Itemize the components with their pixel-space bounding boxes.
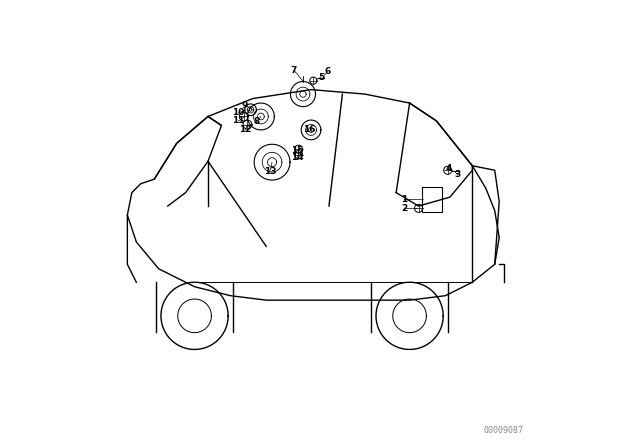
Text: 11: 11 — [232, 116, 244, 125]
Text: 00009087: 00009087 — [484, 426, 524, 435]
Text: 16: 16 — [303, 125, 316, 134]
Text: 4: 4 — [445, 164, 452, 172]
Text: 6: 6 — [324, 67, 330, 76]
Text: 2: 2 — [401, 204, 407, 213]
Text: 10: 10 — [232, 108, 244, 117]
Text: 7: 7 — [291, 66, 297, 75]
Text: 9: 9 — [242, 101, 248, 110]
Text: 3: 3 — [454, 170, 461, 179]
Text: 1: 1 — [401, 195, 407, 204]
Text: 13: 13 — [264, 167, 276, 176]
Text: 15: 15 — [291, 146, 304, 155]
Text: 12: 12 — [239, 125, 252, 134]
Text: 14: 14 — [291, 153, 304, 162]
Text: 5: 5 — [318, 73, 324, 82]
Text: 8: 8 — [253, 117, 259, 126]
Bar — [422, 187, 442, 211]
